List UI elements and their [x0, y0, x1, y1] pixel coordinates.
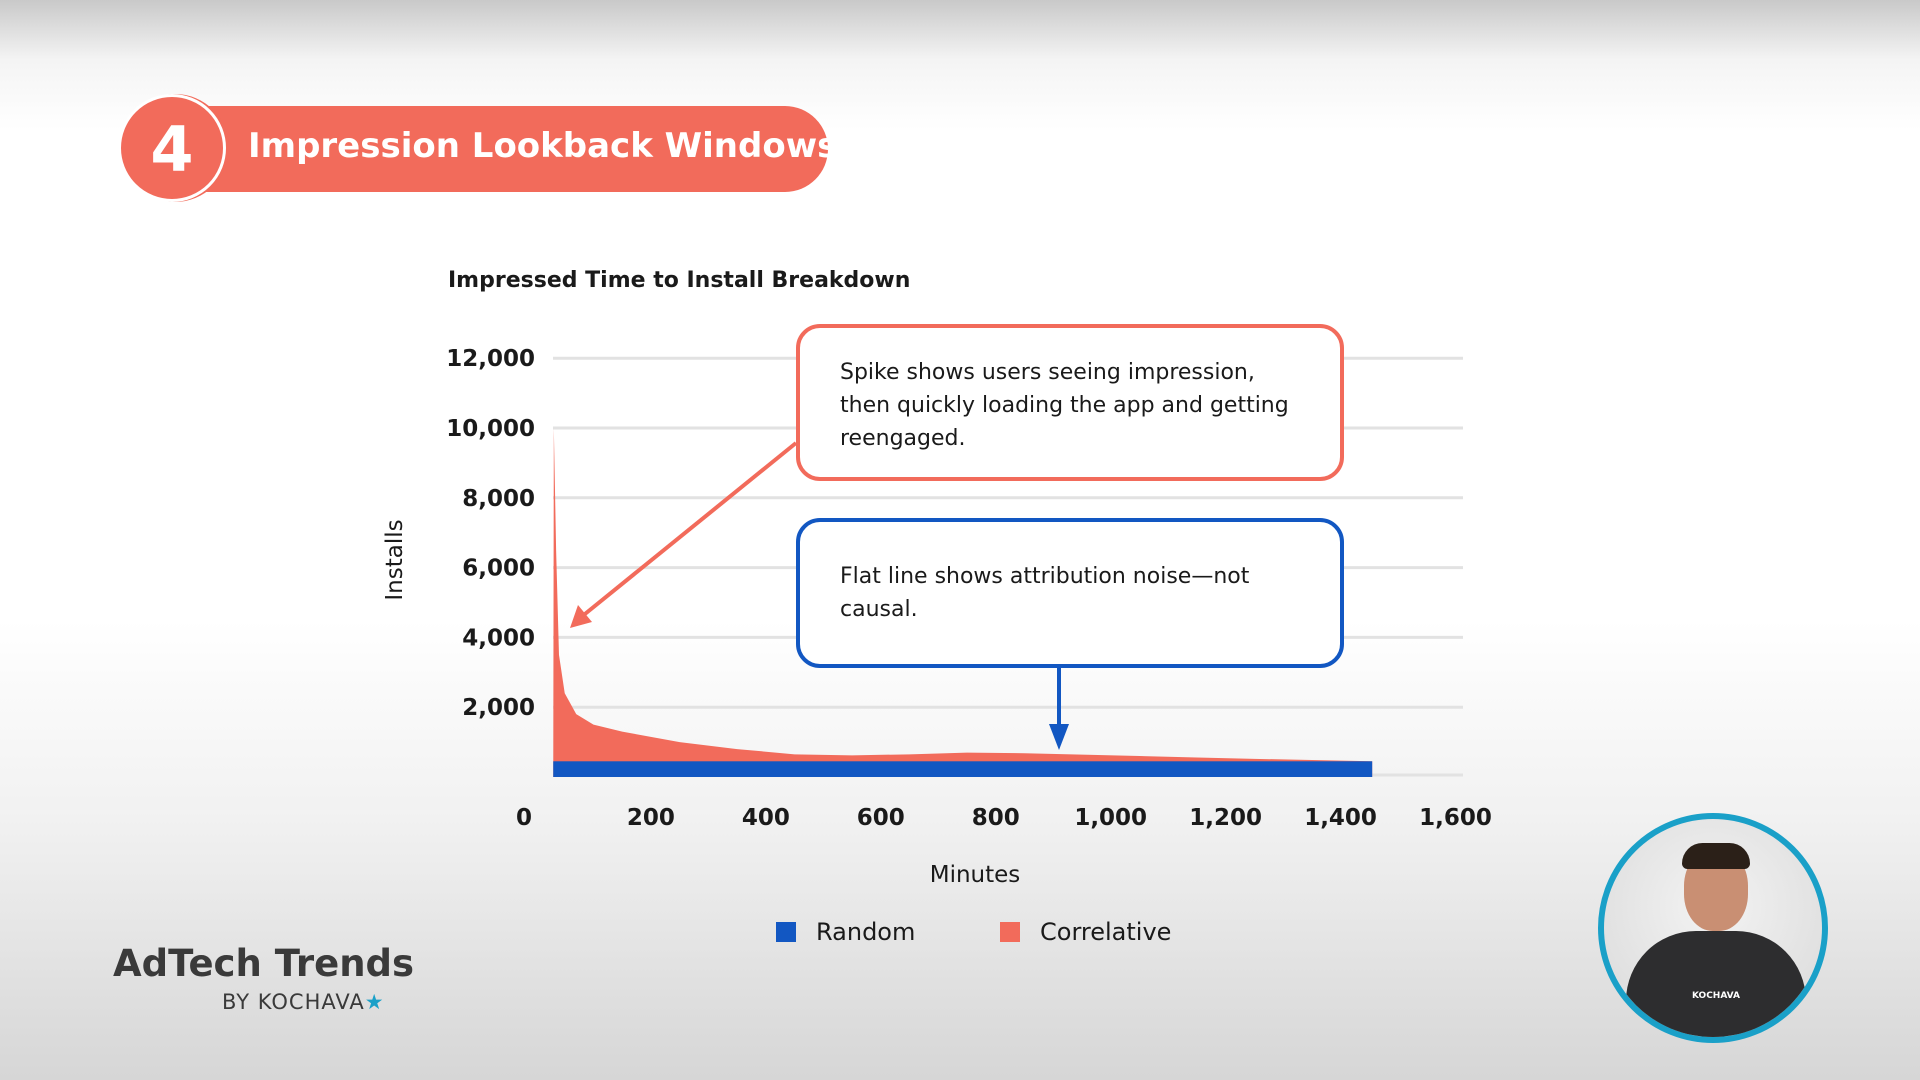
y-axis-label: Installs — [382, 519, 408, 600]
x-tick-label: 1,600 — [1419, 805, 1492, 831]
x-tick-label: 200 — [627, 805, 675, 831]
legend-swatch-random — [776, 922, 796, 942]
series-area-correlative — [553, 428, 1373, 777]
brand-byline-text: BY KOCHAVA — [222, 990, 365, 1014]
legend-label-correlative: Correlative — [1040, 918, 1172, 946]
brand-byline: BY KOCHAVA★ — [222, 990, 385, 1014]
y-tick-label: 12,000 — [446, 346, 535, 372]
x-tick-label: 1,000 — [1074, 805, 1147, 831]
series-area-random — [553, 761, 1373, 777]
x-tick-label: 800 — [972, 805, 1020, 831]
legend-label-random: Random — [816, 918, 916, 946]
x-tick-label: 1,200 — [1189, 805, 1262, 831]
legend-item-correlative: Correlative — [1000, 918, 1171, 946]
y-tick-label: 10,000 — [446, 416, 535, 442]
star-icon: ★ — [364, 990, 385, 1014]
section-title: Impression Lookback Windows — [248, 126, 838, 166]
y-tick-label: 4,000 — [462, 625, 535, 651]
step-number-badge: 4 — [118, 94, 226, 202]
flat-line-arrow — [1049, 667, 1069, 750]
y-tick-label: 6,000 — [462, 556, 535, 582]
y-tick-label: 8,000 — [462, 486, 535, 512]
presenter-hair — [1682, 843, 1750, 869]
legend-swatch-correlative — [1000, 922, 1020, 942]
presenter-shirt: KOCHAVA — [1626, 931, 1806, 1037]
legend-item-random: Random — [776, 918, 915, 946]
section-banner — [128, 106, 828, 192]
spike-callout: Spike shows users seeing impression, the… — [796, 324, 1344, 481]
x-tick-label: 400 — [742, 805, 790, 831]
x-tick-label: 600 — [857, 805, 905, 831]
shirt-logo: KOCHAVA — [1691, 991, 1741, 1001]
chart-title: Impressed Time to Install Breakdown — [448, 268, 911, 293]
presenter-video: KOCHAVA — [1598, 813, 1828, 1043]
y-tick-label: 2,000 — [462, 695, 535, 721]
step-number: 4 — [150, 113, 194, 186]
x-tick-label: 0 — [516, 805, 532, 831]
flat-line-callout: Flat line shows attribution noise—not ca… — [796, 518, 1344, 668]
spike-arrow — [570, 441, 798, 628]
x-tick-label: 1,400 — [1304, 805, 1377, 831]
brand-title: AdTech Trends — [113, 942, 415, 985]
x-axis-label: Minutes — [930, 862, 1021, 888]
